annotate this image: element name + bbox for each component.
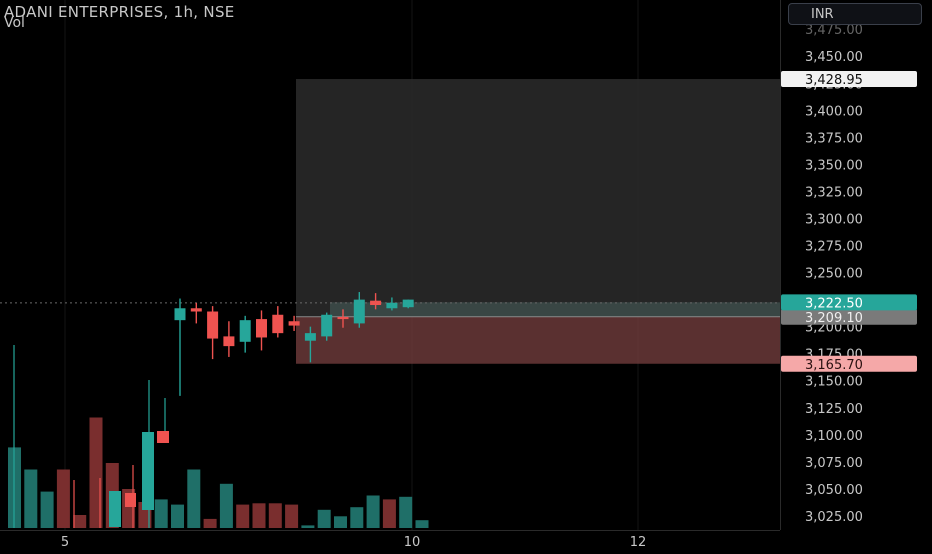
candle-body[interactable] <box>288 321 300 326</box>
candle-body[interactable] <box>337 316 349 320</box>
candle-body[interactable] <box>190 308 202 312</box>
target-zone[interactable] <box>296 79 780 317</box>
volume-bar <box>317 509 331 528</box>
candle-body[interactable] <box>157 431 169 443</box>
volume-bar <box>203 518 217 528</box>
volume-bar <box>252 503 266 528</box>
volume-bar <box>301 525 315 528</box>
last-price-label-bg <box>781 294 917 311</box>
price-tick-label: 3,450.00 <box>805 50 863 65</box>
volume-bar <box>73 515 87 528</box>
time-axis-divider <box>0 530 780 531</box>
volume-bar <box>334 516 347 528</box>
currency-button[interactable]: INR <box>788 3 922 25</box>
volume-bar <box>415 520 429 528</box>
last-price-label: 3,222.50 <box>805 296 863 311</box>
volume-bar <box>366 495 380 528</box>
stop-price-label-bg <box>781 355 917 372</box>
volume-bar <box>56 469 70 528</box>
stop-zone[interactable] <box>296 316 780 364</box>
candle-body[interactable] <box>207 311 219 339</box>
volume-bar <box>40 491 54 528</box>
price-tick-label: 3,050.00 <box>805 483 863 498</box>
candle-body[interactable] <box>402 299 414 308</box>
candle-body[interactable] <box>321 314 333 337</box>
price-tick-label: 3,250.00 <box>805 267 863 282</box>
volume-bar <box>171 504 184 528</box>
candle-body[interactable] <box>109 491 121 527</box>
price-tick-label: 3,300.00 <box>805 212 863 227</box>
price-tick-label: 3,075.00 <box>805 456 863 471</box>
target-price-label-bg <box>781 71 917 88</box>
time-tick-label: 12 <box>630 535 647 550</box>
volume-bar <box>382 499 396 528</box>
stop-price-label: 3,165.70 <box>805 358 863 373</box>
price-tick-label: 3,375.00 <box>805 131 863 146</box>
price-tick-label: 3,100.00 <box>805 429 863 444</box>
candle-body[interactable] <box>370 300 382 306</box>
price-tick-label: 3,325.00 <box>805 185 863 200</box>
volume-bar <box>399 496 413 528</box>
price-tick-label: 3,150.00 <box>805 375 863 390</box>
price-tick-label: 3,125.00 <box>805 402 863 417</box>
volume-bar <box>219 483 233 528</box>
volume-bar <box>268 503 282 528</box>
volume-bar <box>236 504 250 528</box>
price-axis-divider <box>780 0 781 530</box>
candle-body[interactable] <box>256 319 267 338</box>
time-tick-label: 10 <box>404 535 421 550</box>
time-tick-label: 5 <box>61 535 69 550</box>
candle-body[interactable] <box>353 299 365 324</box>
volume-bar <box>24 469 38 528</box>
volume-bar <box>285 504 299 528</box>
entry-price-label: 3,209.10 <box>805 311 863 326</box>
price-tick-label: 3,400.00 <box>805 104 863 119</box>
candle-body[interactable] <box>223 336 235 347</box>
price-tick-label: 3,025.00 <box>805 510 863 525</box>
target-price-label: 3,428.95 <box>805 73 863 88</box>
volume-bar <box>350 507 364 528</box>
volume-bar <box>89 417 103 528</box>
candle-body[interactable] <box>142 432 154 510</box>
candle-body[interactable] <box>272 314 284 334</box>
candle-body[interactable] <box>125 493 136 507</box>
candle-body[interactable] <box>304 333 316 341</box>
volume-label: Vol <box>4 15 25 31</box>
profit-progress-zone <box>330 302 780 317</box>
entry-price-label-bg <box>781 308 917 325</box>
candle-body[interactable] <box>239 320 251 342</box>
price-tick-label: 3,475.00 <box>805 23 863 38</box>
candle-body[interactable] <box>386 302 398 309</box>
symbol-title: ADANI ENTERPRISES, 1h, NSE <box>4 3 235 21</box>
volume-bar <box>187 469 201 528</box>
volume-bar <box>154 499 168 528</box>
price-tick-label: 3,275.00 <box>805 240 863 255</box>
price-tick-label: 3,350.00 <box>805 158 863 173</box>
candle-body[interactable] <box>174 308 186 321</box>
